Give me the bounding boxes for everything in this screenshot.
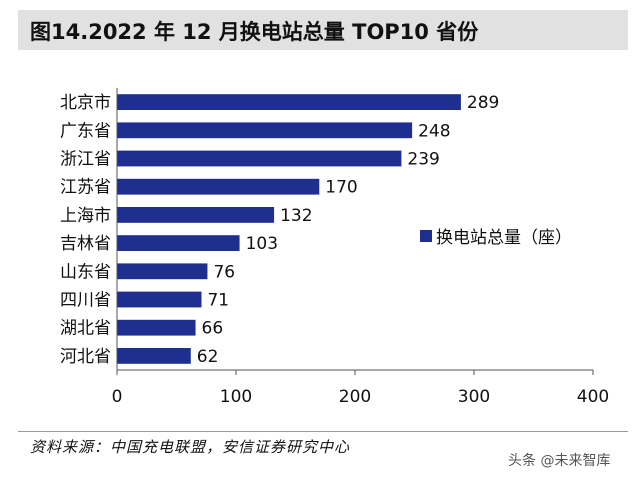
category-label: 山东省 xyxy=(60,262,111,282)
x-tick-label: 0 xyxy=(112,387,123,407)
bar-0 xyxy=(117,94,461,110)
chart-title: 图14.2022 年 12 月换电站总量 TOP10 省份 xyxy=(30,20,479,44)
bar-1 xyxy=(117,122,413,139)
data-label: 62 xyxy=(197,347,219,367)
category-label: 湖北省 xyxy=(60,319,111,339)
category-label: 吉林省 xyxy=(60,234,111,254)
axis-layer: 0 100 200 300 400 xyxy=(112,88,609,407)
data-label: 170 xyxy=(325,178,357,198)
bar-5 xyxy=(117,235,240,251)
bar-2 xyxy=(117,150,402,167)
bar-8 xyxy=(117,319,196,336)
data-label: 289 xyxy=(467,93,499,113)
x-tick-label: 200 xyxy=(339,387,371,407)
category-label: 四川省 xyxy=(60,291,111,311)
bar-9 xyxy=(117,348,191,364)
bar-7 xyxy=(117,291,202,308)
legend-label: 换电站总量（座） xyxy=(436,228,572,248)
legend: 换电站总量（座） xyxy=(420,228,572,248)
category-label: 浙江省 xyxy=(60,150,111,170)
category-label: 江苏省 xyxy=(60,178,111,198)
bar-4 xyxy=(117,207,275,223)
data-label: 76 xyxy=(213,262,235,282)
bar-3 xyxy=(117,178,320,195)
x-tick-label: 400 xyxy=(577,387,609,407)
source-divider xyxy=(18,431,628,432)
data-label: 71 xyxy=(207,291,229,311)
category-label: 北京市 xyxy=(60,93,111,113)
legend-swatch xyxy=(420,230,432,242)
data-label: 132 xyxy=(280,206,312,226)
category-label: 广东省 xyxy=(60,121,111,141)
bars-layer: 北京市 289 广东省 248 浙江省 239 江苏省 170 上海市 132 吉林省 103 山东省 7… xyxy=(60,93,499,367)
source-note: 资料来源：中国充电联盟，安信证券研究中心 xyxy=(30,438,351,456)
category-label: 上海市 xyxy=(60,206,111,226)
data-label: 239 xyxy=(407,150,439,170)
title-bar: 图14.2022 年 12 月换电站总量 TOP10 省份 xyxy=(18,10,628,50)
data-label: 103 xyxy=(246,234,278,254)
data-label: 248 xyxy=(418,121,450,141)
category-label: 河北省 xyxy=(60,347,111,367)
watermark: 头条 @未来智库 xyxy=(508,453,611,469)
data-label: 66 xyxy=(202,319,224,339)
x-tick-label: 300 xyxy=(458,387,490,407)
x-tick-label: 100 xyxy=(220,387,252,407)
bar-6 xyxy=(117,263,208,280)
